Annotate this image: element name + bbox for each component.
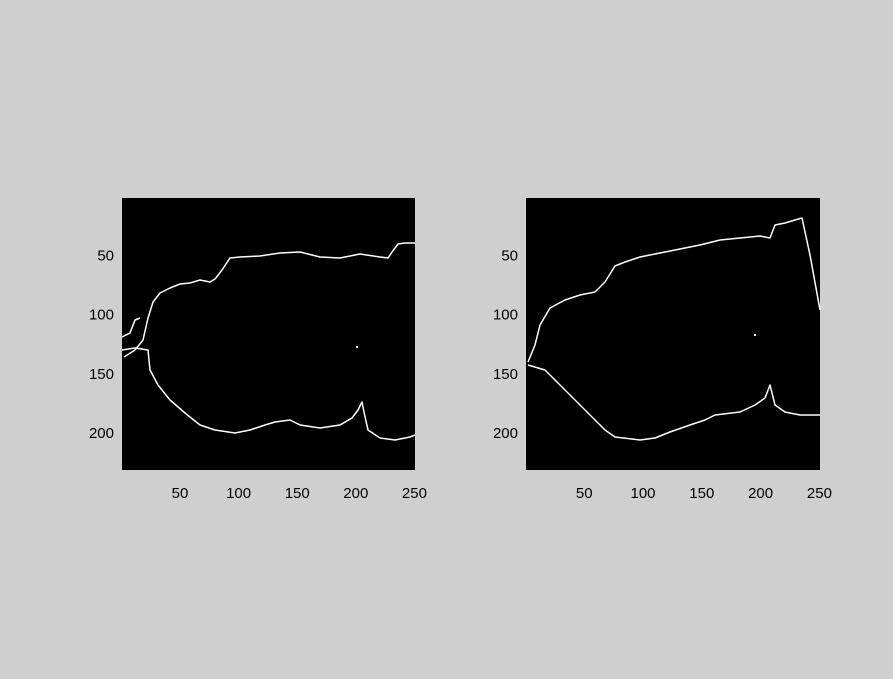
axes: 50 100 150 200 250 50 100 150 200 — [89, 198, 427, 502]
x-tick-label: 50 — [172, 485, 189, 502]
y-tick-label: 100 — [89, 307, 114, 324]
x-tick-label: 150 — [285, 485, 310, 502]
x-tick-label: 100 — [226, 485, 251, 502]
y-tick-label: 200 — [89, 425, 114, 442]
x-tick-label: 100 — [630, 485, 655, 502]
edge-dot — [356, 346, 358, 348]
x-tick-label: 250 — [807, 485, 832, 502]
image-area — [122, 198, 415, 470]
edge-dot — [754, 334, 756, 336]
axes: 50 100 150 200 250 50 100 150 200 — [493, 198, 832, 502]
y-tick-label: 50 — [97, 248, 114, 265]
figure: 50 100 150 200 250 50 100 150 200 50 100 150 200 250… — [0, 0, 893, 679]
y-tick-label: 150 — [493, 366, 518, 383]
y-tick-label: 50 — [501, 248, 518, 265]
y-tick-label: 200 — [493, 425, 518, 442]
x-tick-label: 200 — [748, 485, 773, 502]
y-tick-label: 150 — [89, 366, 114, 383]
x-tick-label: 150 — [689, 485, 714, 502]
image-area — [526, 198, 820, 470]
x-tick-label: 200 — [343, 485, 368, 502]
y-tick-label: 100 — [493, 307, 518, 324]
x-tick-label: 50 — [576, 485, 593, 502]
x-tick-label: 250 — [402, 485, 427, 502]
page: {"chart_data": [ {"type": "image", "xlim… — [0, 0, 893, 679]
